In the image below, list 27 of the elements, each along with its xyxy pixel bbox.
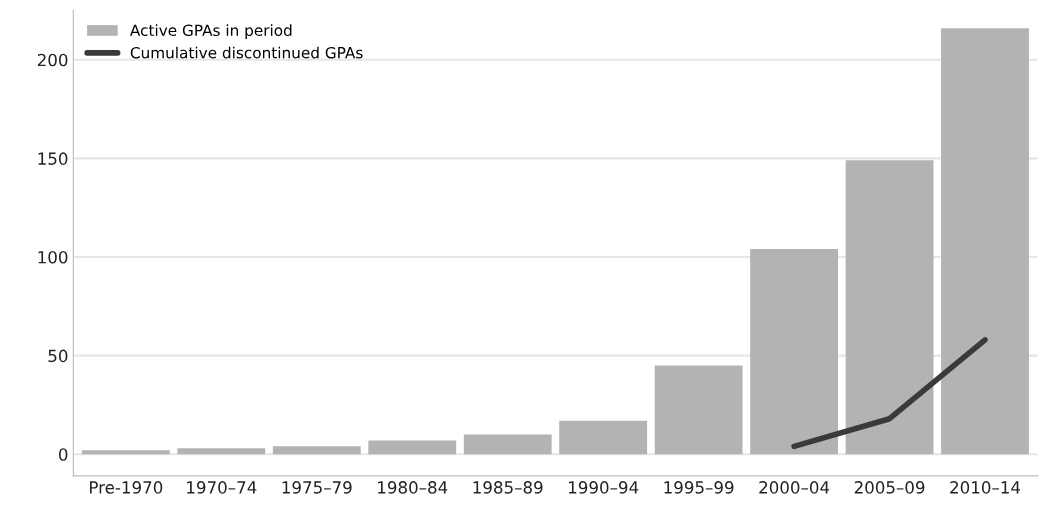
bar [559,420,648,455]
bar [750,249,839,455]
x-tick-label: 1975–79 [282,481,352,494]
bar [177,448,266,455]
y-tick-label: 50 [48,349,68,363]
x-tick-label: 1995–99 [664,481,734,494]
bar [463,434,552,455]
bar [368,440,457,455]
bar [654,365,743,455]
y-tick-label: 100 [38,250,68,264]
y-tick-label: 0 [58,448,68,461]
x-tick-label: 2005–09 [854,481,925,494]
bar [81,450,170,455]
x-tick-label: 1970–74 [187,481,257,494]
x-tick-label: 1980–84 [378,481,448,494]
bar [845,160,934,455]
x-tick-label: 1985–89 [473,481,543,494]
bar [272,446,361,455]
x-tick-label: 2010–14 [950,481,1021,494]
bar [941,28,1029,455]
x-tick-label: 1990–94 [569,481,639,494]
legend-label: Active GPAs in period [130,24,292,39]
x-tick-label: Pre-1970 [90,481,163,494]
y-tick-label: 200 [37,53,68,67]
y-tick-label: 150 [38,152,68,165]
x-tick-label: 2000–04 [759,481,830,494]
legend-label: Cumulative discontinued GPAs [130,46,363,59]
